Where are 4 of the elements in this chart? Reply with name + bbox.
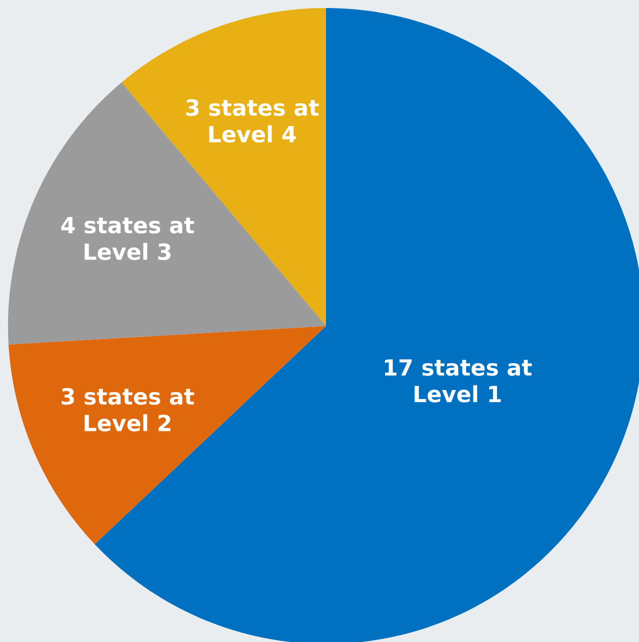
slice-label: 4 states at Level 3 bbox=[61, 216, 194, 260]
slice-label: 3 states at Level 4 bbox=[186, 99, 319, 143]
slice-label: 3 states at Level 2 bbox=[62, 388, 194, 432]
slice-label: 17 states at Level 1 bbox=[385, 359, 532, 402]
